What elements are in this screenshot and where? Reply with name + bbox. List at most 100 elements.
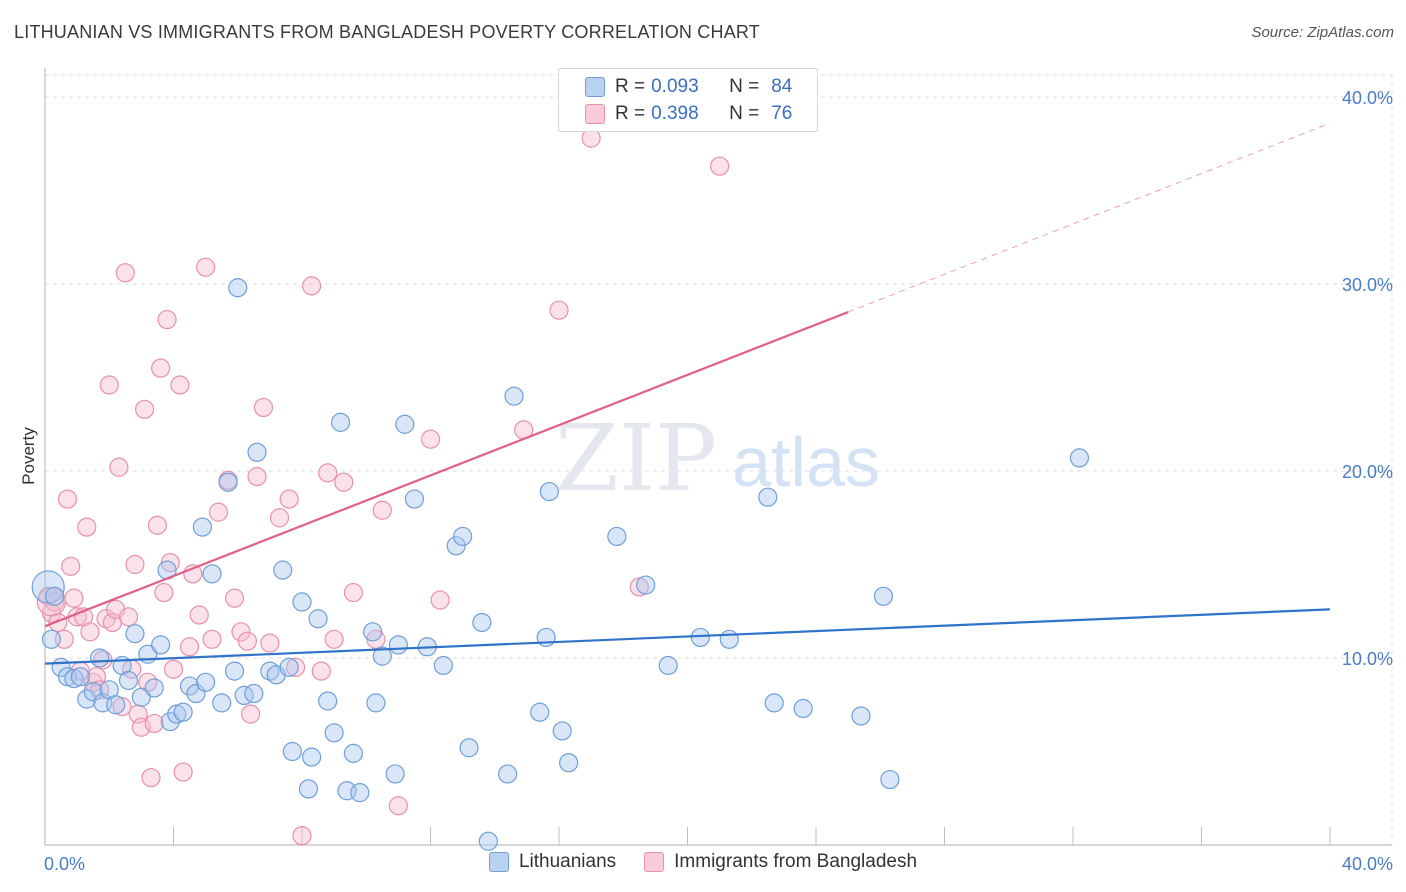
lithuanian-point	[498, 764, 518, 784]
bangladesh-point	[549, 300, 569, 320]
bangladesh-point	[115, 263, 135, 283]
lithuanian-point	[764, 693, 784, 713]
chart-title: LITHUANIAN VS IMMIGRANTS FROM BANGLADESH…	[14, 22, 760, 42]
bangladesh-point	[163, 659, 184, 679]
bangladesh-point	[318, 463, 338, 483]
lithuanian-point	[282, 741, 302, 762]
lithuanian-point	[196, 672, 216, 692]
y-tick-label: 10.0%	[1342, 649, 1393, 669]
lithuanian-point	[690, 627, 710, 648]
lithuanian-point	[350, 783, 370, 803]
lithuanian-point	[173, 702, 193, 722]
lithuanian-point	[552, 721, 572, 741]
bangladesh-point	[430, 590, 450, 610]
lithuanian-point	[1069, 448, 1090, 468]
bangladesh-point	[372, 500, 392, 520]
bangladesh-point	[292, 826, 312, 846]
lithuanian-point	[880, 769, 900, 790]
lithuanian-point	[459, 738, 479, 758]
legend-label-bangladesh: Immigrants from Bangladesh	[674, 851, 918, 872]
lithuanian-point	[41, 629, 62, 649]
x-tick-label: 40.0%	[1342, 854, 1393, 874]
bangladesh-point	[80, 622, 100, 642]
bangladesh-point	[57, 489, 78, 509]
lithuanian-point	[758, 487, 778, 507]
lithuanian-point	[343, 743, 363, 763]
bangladesh-trend-line	[44, 311, 849, 628]
lithuanian-point	[472, 612, 492, 633]
bangladesh-point	[237, 631, 257, 651]
bangladesh-point	[231, 622, 251, 642]
bangladesh-point	[279, 489, 299, 509]
lithuanian-point	[218, 472, 238, 492]
legend-item-lithuanians[interactable]: Lithuanians	[488, 851, 616, 873]
legend-row-lithuanians: R = 0.093 N = 84	[585, 75, 792, 99]
bangladesh-point	[77, 517, 97, 537]
lithuanian-point	[202, 564, 222, 584]
bangladesh-point	[269, 508, 290, 528]
bangladesh-point	[48, 612, 68, 633]
lithuanian-point	[318, 691, 338, 711]
bangladesh-point	[420, 429, 441, 449]
bangladesh-point	[173, 762, 193, 782]
watermark: ZIP atlas	[555, 405, 880, 512]
lithuanian-point	[388, 635, 408, 655]
legend-r-value: 0.398	[651, 103, 699, 124]
lithuanian-point	[302, 747, 322, 767]
y-tick-label: 20.0%	[1342, 462, 1393, 482]
lithuanian-point	[366, 693, 386, 713]
bangladesh-point	[157, 309, 177, 330]
legend-swatch-blue	[585, 77, 605, 97]
lithuanian-point	[131, 687, 151, 707]
lithuanian-point	[433, 655, 453, 676]
bangladesh-point	[202, 629, 222, 649]
lithuanian-point	[395, 414, 415, 434]
bangladesh-point	[343, 582, 363, 603]
lithuanian-point	[539, 481, 559, 502]
bangladesh-point	[64, 588, 84, 608]
bangladesh-point	[324, 629, 344, 649]
series-legend: Lithuanians Immigrants from Bangladesh	[0, 851, 1406, 873]
legend-n-value: 84	[771, 76, 793, 97]
lithuanian-point	[151, 635, 171, 655]
bangladesh-point	[179, 637, 200, 657]
legend-n-value: 76	[771, 103, 793, 124]
lithuanian-point	[234, 685, 254, 706]
bangladesh-point	[99, 375, 119, 395]
bangladesh-point	[388, 796, 408, 816]
lithuanian-point	[45, 586, 65, 606]
lithuanian-point	[372, 646, 392, 666]
bangladesh-point	[125, 554, 145, 575]
bangladesh-point	[196, 257, 216, 277]
y-axis-label: Poverty	[19, 427, 38, 485]
lithuanian-point	[530, 702, 550, 722]
source-label: Source: ZipAtlas.com	[1251, 24, 1394, 41]
legend-r-label: R =	[615, 76, 646, 97]
lithuanian-point	[658, 655, 678, 676]
lithuanian-point	[118, 670, 139, 691]
lithuanian-point	[330, 412, 351, 432]
lithuanian-point	[607, 526, 627, 547]
bangladesh-point	[208, 502, 229, 522]
lithuanian-trend-line	[44, 608, 1331, 665]
bangladesh-point	[311, 661, 331, 681]
lithuanian-point	[298, 779, 319, 799]
bangladesh-point	[141, 768, 161, 788]
bangladesh-point	[334, 472, 354, 492]
lithuanian-point	[106, 695, 126, 715]
bangladesh-point	[170, 375, 190, 395]
legend-row-bangladesh: R = 0.398 N = 76	[585, 102, 792, 126]
lithuanian-point	[224, 661, 245, 681]
trend-lines	[44, 122, 1331, 665]
tick-labels: 10.0% 20.0% 30.0% 40.0% 0.0% 40.0%	[44, 88, 1393, 874]
legend-item-bangladesh[interactable]: Immigrants from Bangladesh	[644, 851, 917, 873]
bangladesh-point	[151, 358, 171, 378]
legend-swatch-pink	[644, 852, 665, 872]
lithuanian-point	[719, 629, 739, 649]
legend-n-label: N =	[729, 76, 760, 97]
lithuanian-point	[446, 536, 466, 556]
axes	[44, 68, 1392, 846]
lithuanian-point	[212, 693, 232, 713]
bangladesh-point	[302, 276, 322, 296]
